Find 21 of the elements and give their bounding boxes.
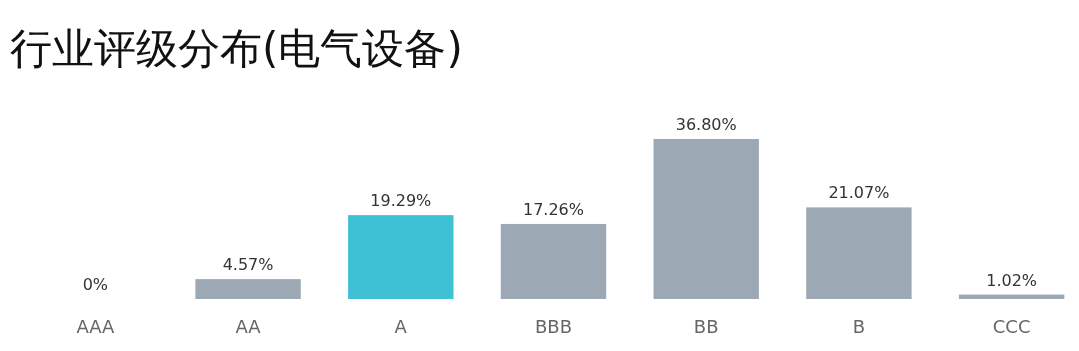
data-label: 4.57% <box>222 255 274 275</box>
data-label: 1.02% <box>986 270 1038 290</box>
x-tick-label: A <box>394 316 408 337</box>
chart-title: 行业评级分布(电气设备) <box>10 24 463 73</box>
data-label: 0% <box>82 275 109 294</box>
bar <box>653 139 759 299</box>
x-tick-label: AAA <box>76 316 116 337</box>
data-label: 19.29% <box>370 191 432 211</box>
bar <box>806 207 912 299</box>
x-tick-label: AA <box>235 316 262 337</box>
bar <box>958 294 1065 299</box>
x-tick-label: B <box>852 316 866 337</box>
x-tick-label: BB <box>693 316 719 337</box>
bar <box>195 279 301 299</box>
data-label: 17.26% <box>522 199 585 219</box>
data-label: 36.80% <box>675 115 737 134</box>
bar <box>500 223 607 299</box>
x-tick-label: CCC <box>992 316 1031 337</box>
bar <box>348 215 454 299</box>
x-tick-label: BBB <box>534 316 573 337</box>
data-label: 21.07% <box>828 183 890 203</box>
